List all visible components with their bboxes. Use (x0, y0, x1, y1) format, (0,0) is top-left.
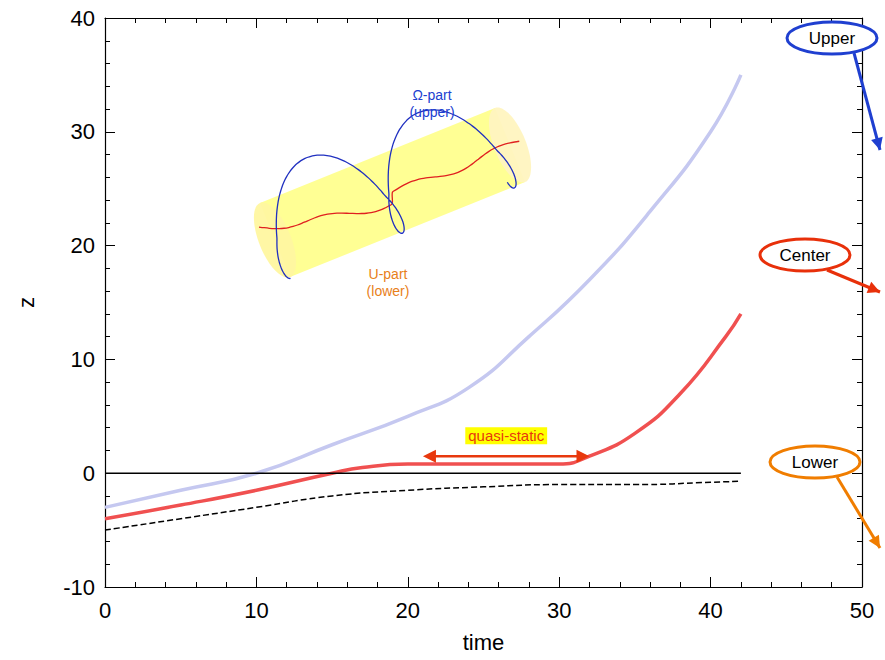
svg-text:40: 40 (698, 598, 722, 623)
svg-text:Ω-part: Ω-part (412, 87, 451, 103)
svg-text:30: 30 (547, 598, 571, 623)
svg-text:30: 30 (71, 119, 95, 144)
svg-text:10: 10 (244, 598, 268, 623)
svg-text:20: 20 (71, 233, 95, 258)
svg-text:(lower): (lower) (367, 283, 410, 299)
svg-text:Upper: Upper (809, 29, 856, 48)
svg-text:z: z (14, 297, 39, 308)
svg-text:0: 0 (99, 598, 111, 623)
svg-text:-10: -10 (63, 575, 95, 600)
svg-text:40: 40 (71, 6, 95, 31)
svg-text:0: 0 (83, 461, 95, 486)
svg-text:10: 10 (71, 347, 95, 372)
svg-text:50: 50 (850, 598, 874, 623)
svg-text:U-part: U-part (369, 266, 408, 282)
svg-text:time: time (463, 630, 505, 655)
svg-text:(upper): (upper) (409, 104, 454, 120)
svg-text:quasi-static: quasi-static (468, 427, 544, 444)
svg-text:Center: Center (779, 246, 830, 265)
svg-text:Lower: Lower (792, 453, 839, 472)
svg-text:20: 20 (396, 598, 420, 623)
